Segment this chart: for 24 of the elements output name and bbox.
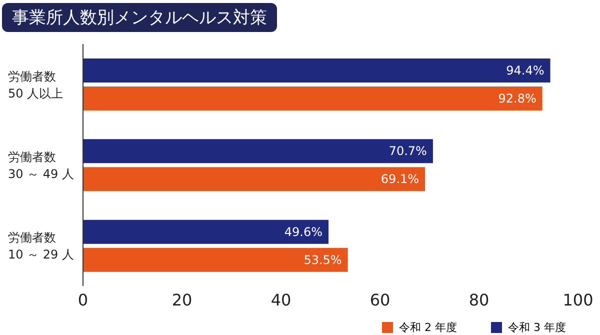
bar [83,220,329,244]
bar [83,58,550,83]
y-tick-label: 労働者数 50 人以上 [8,69,64,100]
bar [83,167,426,192]
bar [83,139,433,164]
chart-title: 事業所人数別メンタルヘルス対策 [2,3,277,32]
x-tick-label: 0 [78,290,88,310]
x-tick-label: 80 [468,290,490,310]
x-tick-label: 20 [172,290,192,310]
data-label: 92.8% [498,92,536,106]
data-label: 70.7% [388,144,427,158]
legend-label: 令和 3 年度 [507,320,566,335]
legend-label: 令和 2 年度 [398,320,457,335]
data-label: 49.6% [284,224,323,239]
data-label: 94.4% [506,64,544,78]
y-tick-label: 労働者数 30 ～ 49 人 [8,150,74,181]
x-tick-label: 100 [562,290,594,310]
data-label: 53.5% [304,252,342,267]
bar [83,248,348,272]
x-tick-label: 60 [370,290,390,310]
y-tick-label: 労働者数 10 ～ 29 人 [8,230,74,262]
bar [83,86,542,111]
data-label: 69.1% [380,172,420,186]
x-tick-label: 40 [270,290,292,310]
